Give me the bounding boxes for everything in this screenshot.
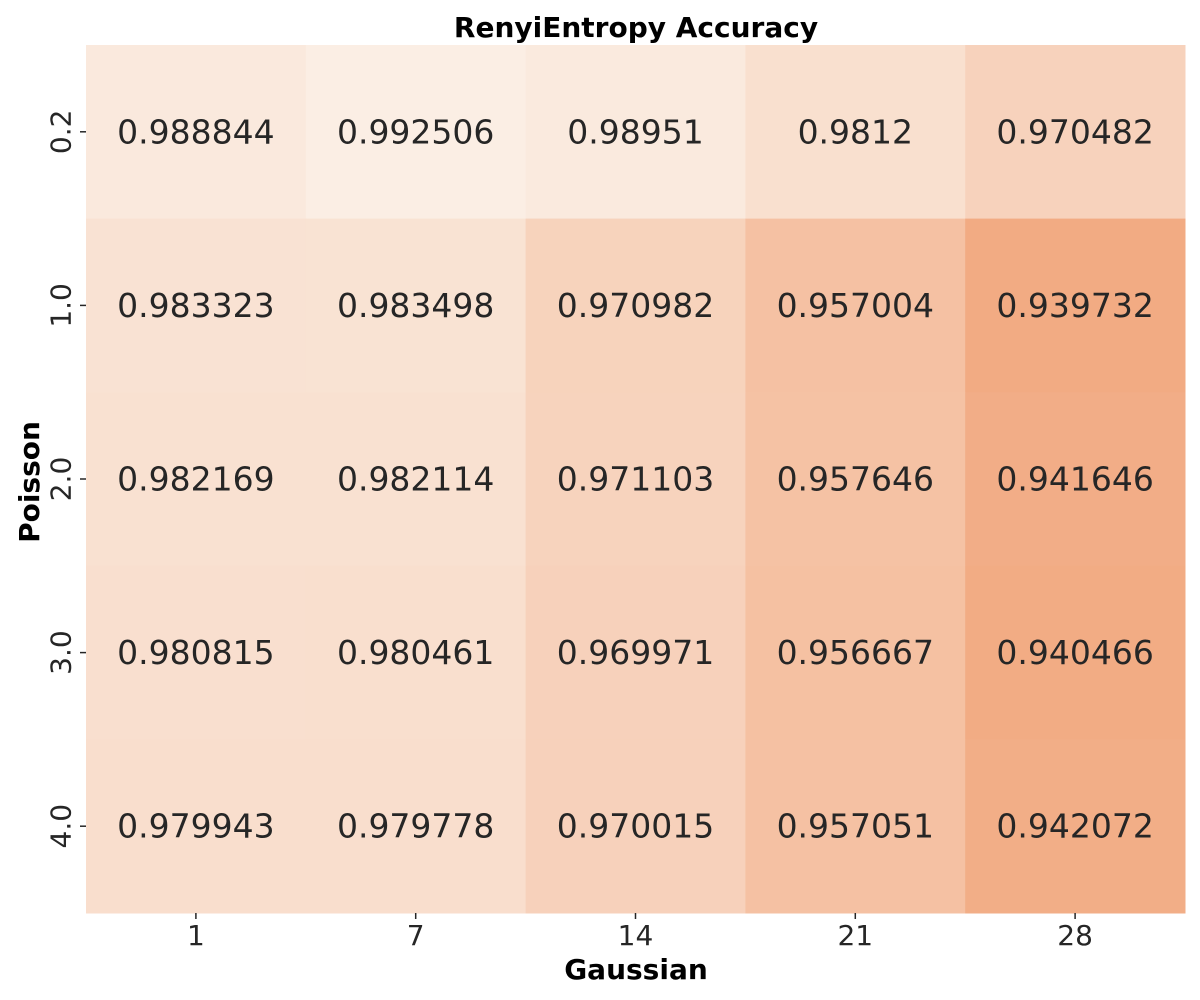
x-axis-label: Gaussian xyxy=(564,953,708,986)
cell-value-label: 0.982114 xyxy=(337,460,494,499)
cell-value-label: 0.992506 xyxy=(337,112,494,151)
heatmap-cell xyxy=(305,739,527,914)
cell-value-label: 0.942072 xyxy=(996,807,1153,846)
heatmap-cell xyxy=(86,392,307,567)
heatmap-cell xyxy=(525,392,746,567)
cell-value-label: 0.980815 xyxy=(117,633,274,672)
y-axis-label: Poisson xyxy=(13,421,46,543)
cell-value-label: 0.98951 xyxy=(567,112,703,151)
cell-value-label: 0.957646 xyxy=(777,460,934,499)
cell-value-label: 0.957004 xyxy=(777,286,934,325)
cell-value-label: 0.979778 xyxy=(337,807,494,846)
x-tick-label: 28 xyxy=(1057,919,1093,952)
heatmap-cell xyxy=(745,565,966,740)
heatmap-cells: 0.988844 0.992506 0.98951 0.9812 0.970482 0.9… xyxy=(86,45,1186,914)
x-tick-label: 7 xyxy=(407,919,425,952)
x-tick-label: 21 xyxy=(837,919,873,952)
heatmap-cell xyxy=(745,392,966,567)
y-tick-label: 3.0 xyxy=(45,630,78,675)
x-axis-ticks: 1 7 14 21 28 xyxy=(187,913,1093,952)
y-tick-label: 1.0 xyxy=(45,283,78,328)
cell-value-label: 0.970482 xyxy=(996,112,1153,151)
heatmap-cell xyxy=(965,739,1186,914)
cell-value-label: 0.970982 xyxy=(557,286,714,325)
heatmap-cell xyxy=(525,565,746,740)
cell-value-label: 0.941646 xyxy=(996,460,1153,499)
y-tick-label: 2.0 xyxy=(45,457,78,502)
heatmap-cell xyxy=(525,218,746,393)
y-tick-label: 0.2 xyxy=(45,110,78,155)
x-tick-label: 14 xyxy=(618,919,654,952)
cell-value-label: 0.956667 xyxy=(777,633,934,672)
cell-value-label: 0.988844 xyxy=(117,112,274,151)
cell-value-label: 0.980461 xyxy=(337,633,494,672)
cell-value-label: 0.983498 xyxy=(337,286,494,325)
cell-value-label: 0.9812 xyxy=(798,112,913,151)
cell-value-label: 0.957051 xyxy=(777,807,934,846)
cell-value-label: 0.969971 xyxy=(557,633,714,672)
heatmap-cell xyxy=(305,565,527,740)
heatmap-cell xyxy=(745,218,966,393)
heatmap-cell xyxy=(86,565,307,740)
cell-value-label: 0.970015 xyxy=(557,807,714,846)
heatmap-cell xyxy=(305,218,527,393)
heatmap-cell xyxy=(965,565,1186,740)
heatmap-cell xyxy=(965,45,1186,220)
heatmap-cell xyxy=(86,739,307,914)
y-tick-label: 4.0 xyxy=(45,804,78,849)
heatmap-cell xyxy=(745,45,966,220)
heatmap-cell xyxy=(86,218,307,393)
heatmap-cell xyxy=(745,739,966,914)
cell-value-label: 0.983323 xyxy=(117,286,274,325)
heatmap-cell xyxy=(965,218,1186,393)
heatmap-cell xyxy=(305,45,527,220)
cell-value-label: 0.979943 xyxy=(117,807,274,846)
x-tick-label: 1 xyxy=(187,919,205,952)
cell-value-label: 0.982169 xyxy=(117,460,274,499)
heatmap-cell xyxy=(525,739,746,914)
cell-value-label: 0.939732 xyxy=(996,286,1153,325)
heatmap-cell xyxy=(965,392,1186,567)
heatmap-cell xyxy=(525,45,746,220)
cell-value-label: 0.940466 xyxy=(996,633,1153,672)
heatmap-cell xyxy=(305,392,527,567)
heatmap-cell xyxy=(86,45,307,220)
chart-title: RenyiEntropy Accuracy xyxy=(454,11,818,44)
cell-value-label: 0.971103 xyxy=(557,460,714,499)
y-axis-ticks: 0.2 1.0 2.0 3.0 4.0 xyxy=(45,110,86,849)
